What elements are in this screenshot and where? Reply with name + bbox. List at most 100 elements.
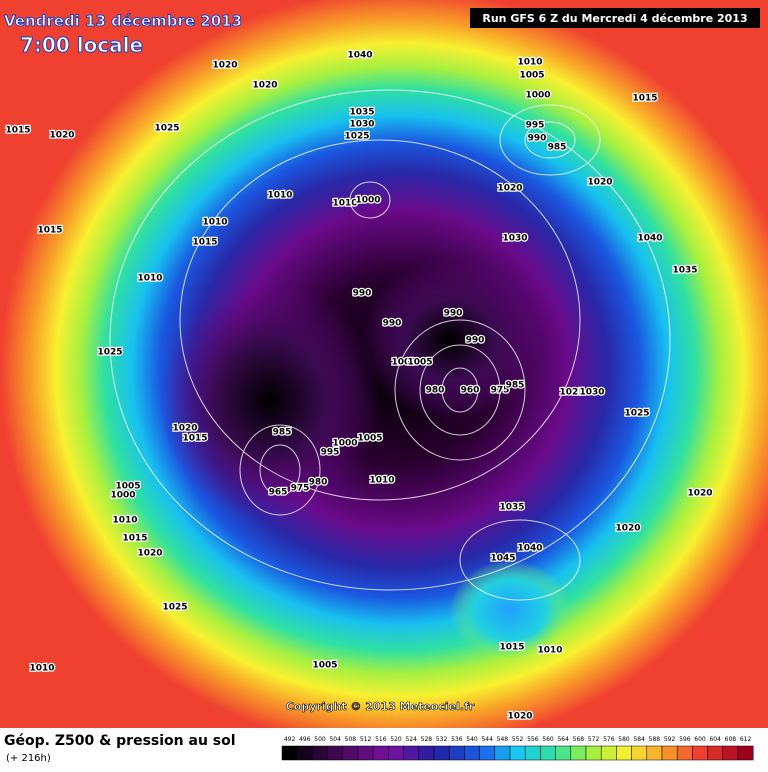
scale-label: 576 bbox=[603, 736, 615, 743]
pressure-label: 1015 bbox=[192, 238, 217, 248]
scale-swatch bbox=[388, 745, 404, 761]
scale-label: 500 bbox=[314, 736, 326, 743]
pressure-label: 1025 bbox=[624, 409, 649, 419]
footer-subtitle: (+ 216h) bbox=[6, 753, 51, 764]
scale-swatch bbox=[600, 745, 617, 761]
scale-swatch bbox=[403, 745, 420, 761]
scale-label: 560 bbox=[542, 736, 554, 743]
pressure-label: 1045 bbox=[490, 554, 515, 564]
scale-label: 548 bbox=[497, 736, 509, 743]
scale-label: 556 bbox=[527, 736, 539, 743]
scale-label: 612 bbox=[740, 736, 752, 743]
pressure-label: 1005 bbox=[357, 434, 382, 444]
pressure-label: 1005 bbox=[312, 661, 337, 671]
scale-swatch bbox=[570, 745, 587, 761]
scale-label: 492 bbox=[284, 736, 296, 743]
scale-swatch bbox=[661, 745, 678, 761]
pressure-label: 1010 bbox=[267, 191, 292, 201]
pressure-label: 1015 bbox=[37, 226, 62, 236]
pressure-label: 975 bbox=[491, 386, 510, 396]
scale-label: 604 bbox=[709, 736, 721, 743]
pressure-label: 1040 bbox=[517, 544, 542, 554]
pressure-label: 960 bbox=[461, 386, 480, 396]
scale-label: 600 bbox=[694, 736, 706, 743]
pressure-label: 1010 bbox=[369, 476, 394, 486]
scale-label: 596 bbox=[679, 736, 691, 743]
scale-label: 536 bbox=[451, 736, 463, 743]
scale-label: 564 bbox=[557, 736, 569, 743]
pressure-label: 990 bbox=[383, 319, 402, 329]
scale-label: 552 bbox=[512, 736, 524, 743]
pressure-label: 1020 bbox=[507, 712, 532, 722]
valid-time: 7:00 locale bbox=[20, 33, 143, 57]
scale-swatch bbox=[433, 745, 450, 761]
pressure-label: 1010 bbox=[137, 274, 162, 284]
isobars bbox=[109, 89, 671, 601]
scale-label: 496 bbox=[299, 736, 311, 743]
pressure-label: 1005 bbox=[115, 482, 140, 492]
pressure-label: 1020 bbox=[687, 489, 712, 499]
pressure-label: 1010 bbox=[202, 218, 227, 228]
scale-swatch bbox=[464, 745, 480, 761]
pressure-label: 990 bbox=[353, 289, 372, 299]
scale-label: 580 bbox=[618, 736, 630, 743]
pressure-label: 1025 bbox=[162, 603, 187, 613]
pressure-label: 1010 bbox=[537, 646, 562, 656]
scale-label: 508 bbox=[345, 736, 357, 743]
pressure-label: 1000 bbox=[355, 196, 380, 206]
pressure-label: 990 bbox=[466, 336, 485, 346]
pressure-label: 1000 bbox=[110, 491, 135, 501]
scale-swatch bbox=[448, 745, 465, 761]
pressure-label: 995 bbox=[526, 121, 545, 131]
scale-swatch bbox=[692, 745, 708, 761]
pressure-label: 975 bbox=[291, 484, 310, 494]
pressure-label: 1010 bbox=[112, 516, 137, 526]
valid-date: Vendredi 13 décembre 2013 bbox=[4, 12, 242, 30]
pressure-label: 1020 bbox=[212, 61, 237, 71]
cut-off-low bbox=[450, 560, 570, 660]
scale-label: 532 bbox=[436, 736, 448, 743]
scale-label: 512 bbox=[360, 736, 372, 743]
scale-label: 528 bbox=[421, 736, 433, 743]
pressure-label: 1025 bbox=[97, 348, 122, 358]
scale-label: 608 bbox=[725, 736, 737, 743]
run-box bbox=[470, 8, 760, 28]
pressure-label: 1020 bbox=[497, 184, 522, 194]
pressure-label: 1035 bbox=[672, 266, 697, 276]
pressure-label: 1000 bbox=[332, 439, 357, 449]
pressure-label: 1010 bbox=[29, 664, 54, 674]
scale-swatch bbox=[418, 745, 435, 761]
pressure-label: 980 bbox=[309, 478, 328, 488]
pressure-label: 1020 bbox=[172, 424, 197, 434]
scale-swatch bbox=[296, 745, 313, 761]
scale-swatch bbox=[479, 745, 496, 761]
pressure-label: 1020 bbox=[252, 81, 277, 91]
pressure-label: 1010 bbox=[332, 199, 357, 209]
pressure-label: 985 bbox=[548, 143, 567, 153]
scale-swatch bbox=[676, 745, 693, 761]
pressure-label: 1015 bbox=[122, 534, 147, 544]
scale-swatch bbox=[342, 745, 359, 761]
scale-swatch bbox=[357, 745, 374, 761]
scale-swatch bbox=[646, 745, 663, 761]
pressure-label: 990 bbox=[444, 309, 463, 319]
scale-label: 588 bbox=[649, 736, 661, 743]
trough bbox=[160, 280, 380, 520]
pressure-label: 1030 bbox=[579, 388, 604, 398]
pressure-label: 1020 bbox=[137, 549, 162, 559]
scale-label: 544 bbox=[481, 736, 493, 743]
pressure-label: 1025 bbox=[559, 388, 584, 398]
pressure-label: 1040 bbox=[637, 234, 662, 244]
scale-label: 592 bbox=[664, 736, 676, 743]
scale-swatch bbox=[722, 745, 739, 761]
pressure-label: 1020 bbox=[49, 131, 74, 141]
scale-swatch bbox=[372, 745, 389, 761]
scale-swatch bbox=[616, 745, 632, 761]
pressure-label: 965 bbox=[269, 488, 288, 498]
scale-swatch bbox=[494, 745, 511, 761]
pressure-label: 1030 bbox=[502, 234, 527, 244]
pressure-label: 1025 bbox=[344, 132, 369, 142]
